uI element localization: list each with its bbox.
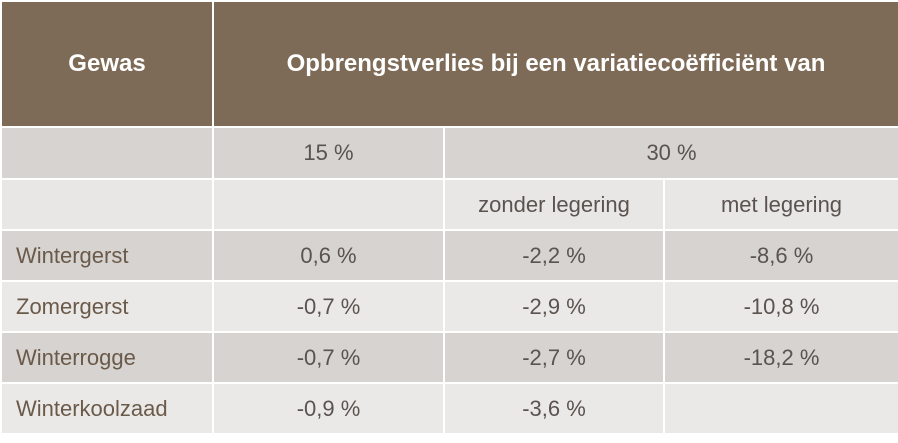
subheader-cell: 30 % [442, 126, 898, 180]
value-cell: -2,9 % [443, 280, 665, 333]
value-cell: -2,7 % [443, 331, 665, 384]
empty-cell [0, 126, 214, 180]
value-cell: -2,2 % [443, 229, 665, 282]
subheader-cell: zonder legering [443, 178, 665, 231]
value-cell: -0,7 % [212, 331, 445, 384]
subheader-cell: met legering [662, 178, 898, 231]
value-cell: -3,6 % [443, 382, 665, 435]
empty-cell [212, 178, 445, 231]
value-cell: -0,7 % [212, 280, 445, 333]
value-cell: -8,6 % [662, 229, 898, 282]
crop-cell: Wintergerst [0, 229, 214, 282]
value-cell: -18,2 % [662, 331, 898, 384]
empty-cell [662, 382, 898, 435]
data-row: Winterkoolzaad -0,9 % -3,6 % [0, 382, 898, 435]
empty-cell [0, 178, 214, 231]
subheader-row: 15 % 30 % [0, 126, 898, 180]
value-cell: -0,9 % [212, 382, 445, 435]
crop-cell: Winterrogge [0, 331, 214, 384]
header-cell: Gewas [0, 0, 214, 128]
data-row: Zomergerst -0,7 % -2,9 % -10,8 % [0, 280, 898, 333]
header-cell: Opbrengstverlies bij een variatiecoëffic… [211, 0, 898, 128]
crop-cell: Zomergerst [0, 280, 214, 333]
value-cell: -10,8 % [662, 280, 898, 333]
header-row: Gewas Opbrengstverlies bij een variatiec… [0, 0, 898, 128]
data-row: Wintergerst 0,6 % -2,2 % -8,6 % [0, 229, 898, 282]
subheader-row: zonder legering met legering [0, 178, 898, 231]
data-row: Winterrogge -0,7 % -2,7 % -18,2 % [0, 331, 898, 384]
subheader-cell: 15 % [212, 126, 445, 180]
value-cell: 0,6 % [212, 229, 445, 282]
crop-cell: Winterkoolzaad [0, 382, 214, 435]
